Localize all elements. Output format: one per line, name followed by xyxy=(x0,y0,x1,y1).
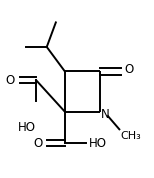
Text: HO: HO xyxy=(89,137,107,150)
Text: N: N xyxy=(100,108,109,121)
Text: CH₃: CH₃ xyxy=(121,131,142,141)
Text: HO: HO xyxy=(18,121,36,134)
Text: O: O xyxy=(6,74,15,87)
Text: O: O xyxy=(33,137,42,150)
Text: O: O xyxy=(124,63,133,76)
